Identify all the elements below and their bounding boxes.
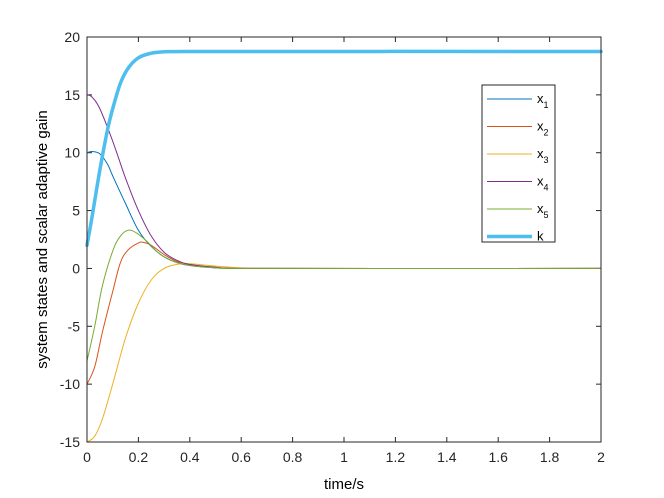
y-tick-label: -10	[60, 376, 80, 392]
x-tick-label: 1.8	[540, 449, 560, 465]
legend-entry-name: x	[537, 174, 544, 189]
x-tick-label: 1.4	[437, 449, 457, 465]
y-tick-label: 20	[64, 29, 80, 45]
legend-entry: x3	[537, 146, 549, 165]
x-axis-label: time/s	[324, 476, 364, 493]
legend-entry: x1	[537, 91, 549, 110]
x-tick-label: 0.8	[283, 449, 303, 465]
y-tick-label: 0	[72, 260, 80, 276]
legend-box	[481, 84, 556, 243]
y-tick-label: -5	[68, 318, 81, 334]
y-tick-label: 15	[64, 87, 80, 103]
legend-entry-subscript: 3	[544, 155, 549, 165]
x-tick-label: 2	[597, 449, 605, 465]
series-line-k	[85, 49, 603, 248]
x-tick-label: 0	[83, 449, 91, 465]
legend-entry: x5	[537, 201, 549, 220]
legend-entry-subscript: 5	[544, 210, 549, 220]
legend-entry-name: x	[537, 91, 544, 106]
legend-entry-name: x	[537, 146, 544, 161]
y-tick-label: 10	[64, 145, 80, 161]
series-line-x5	[86, 229, 602, 362]
legend-entry-subscript: 1	[544, 100, 549, 110]
legend-entry-name: x	[537, 201, 544, 216]
x-tick-label: 0.4	[180, 449, 200, 465]
legend-entry-name: x	[537, 119, 544, 134]
legend-entry: k	[537, 229, 544, 244]
y-axis-label: system states and scalar adaptive gain	[34, 110, 51, 368]
y-tick-label: -15	[60, 434, 80, 450]
x-tick-label: 1.2	[386, 449, 406, 465]
legend-entry: x2	[537, 119, 549, 138]
ticks: 0 0.2 0.4 0.6 0.8 1 1.2 1.4 1.6 1.8 2 -15 -10 -5 0 5 10 1…	[60, 29, 605, 465]
legend-entry-name: k	[537, 229, 544, 244]
legend-entry: x4	[537, 174, 549, 193]
x-tick-label: 1	[340, 449, 348, 465]
y-tick-label: 5	[72, 203, 80, 219]
legend-entry-subscript: 4	[544, 183, 549, 193]
plot-frame	[86, 36, 602, 443]
x-tick-label: 0.2	[129, 449, 149, 465]
series-layer	[85, 49, 603, 443]
x-tick-label: 1.6	[488, 449, 508, 465]
x-tick-label: 0.6	[231, 449, 251, 465]
legend-entry-subscript: 2	[544, 128, 549, 138]
